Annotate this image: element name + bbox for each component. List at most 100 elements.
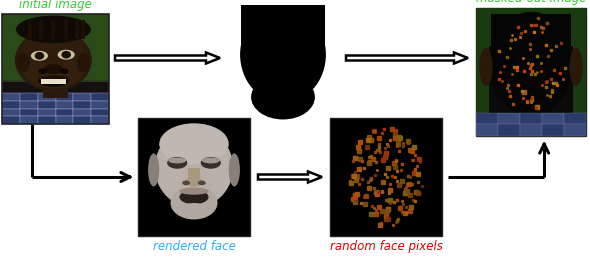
Text: rendered face: rendered face (153, 240, 235, 253)
Bar (28, 20, 32, 39)
Bar (542, 124, 564, 136)
Bar (498, 113, 520, 124)
FancyArrow shape (115, 52, 220, 63)
FancyArrow shape (346, 52, 468, 63)
Ellipse shape (38, 76, 68, 87)
Ellipse shape (168, 158, 186, 163)
Ellipse shape (206, 157, 231, 192)
Bar (491, 14, 571, 78)
Ellipse shape (38, 68, 47, 74)
Ellipse shape (182, 181, 190, 185)
Text: random face pixels: random face pixels (330, 240, 442, 253)
Ellipse shape (77, 52, 90, 72)
Bar (38, 109, 55, 116)
Bar (42, 80, 68, 98)
Bar (41, 79, 66, 84)
Bar (241, 5, 325, 58)
Bar (2, 14, 109, 80)
Bar (20, 101, 38, 109)
Ellipse shape (201, 157, 221, 169)
Ellipse shape (159, 123, 229, 165)
Text: initial image: initial image (19, 0, 92, 11)
Text: dilated mask of
the inner face: dilated mask of the inner face (237, 0, 329, 3)
Ellipse shape (167, 157, 187, 169)
Bar (20, 93, 38, 101)
Bar (91, 101, 109, 109)
Ellipse shape (479, 48, 493, 86)
Bar (476, 8, 489, 136)
Ellipse shape (16, 16, 91, 43)
Bar (2, 116, 20, 124)
Bar (81, 20, 86, 39)
FancyArrow shape (258, 172, 322, 182)
Text: masked-out image: masked-out image (476, 0, 586, 5)
Bar (38, 116, 55, 124)
Bar (20, 109, 38, 116)
Ellipse shape (198, 181, 206, 185)
Bar (476, 8, 586, 46)
Ellipse shape (171, 187, 218, 220)
Ellipse shape (155, 127, 233, 208)
Ellipse shape (183, 203, 205, 212)
Bar (73, 109, 91, 116)
Ellipse shape (35, 52, 44, 60)
Ellipse shape (60, 68, 68, 74)
Ellipse shape (240, 6, 326, 103)
Bar (55, 109, 73, 116)
Ellipse shape (229, 154, 240, 187)
Bar (520, 113, 542, 124)
Bar (38, 20, 42, 39)
Ellipse shape (24, 27, 83, 62)
Ellipse shape (17, 52, 30, 72)
Bar (73, 93, 91, 101)
Ellipse shape (157, 157, 182, 192)
Ellipse shape (15, 29, 92, 91)
Bar (564, 124, 586, 136)
Ellipse shape (179, 188, 208, 195)
Bar (20, 116, 38, 124)
Ellipse shape (569, 48, 583, 86)
Bar (91, 109, 109, 116)
Bar (330, 118, 442, 236)
Bar (55, 101, 73, 109)
Bar (2, 14, 109, 124)
Bar (138, 118, 250, 236)
Bar (476, 113, 498, 124)
Bar (73, 116, 91, 124)
Ellipse shape (148, 154, 159, 187)
Bar (38, 93, 55, 101)
Ellipse shape (251, 75, 315, 119)
Bar (55, 116, 73, 124)
Bar (498, 124, 520, 136)
Ellipse shape (490, 12, 572, 117)
Ellipse shape (44, 64, 63, 74)
Bar (573, 8, 586, 136)
Bar (38, 101, 55, 109)
Ellipse shape (58, 50, 75, 60)
Ellipse shape (202, 158, 219, 163)
Bar (564, 113, 586, 124)
Bar (2, 101, 20, 109)
Ellipse shape (61, 51, 71, 59)
Bar (476, 8, 586, 136)
Bar (2, 109, 20, 116)
Bar (2, 82, 109, 124)
Bar (55, 93, 73, 101)
Bar (75, 20, 79, 39)
Ellipse shape (179, 190, 208, 204)
Bar (520, 124, 542, 136)
Bar (73, 101, 91, 109)
Ellipse shape (185, 177, 203, 187)
Bar (542, 113, 564, 124)
Bar (51, 20, 55, 39)
Ellipse shape (38, 76, 68, 81)
Bar (188, 167, 199, 184)
Bar (2, 93, 20, 101)
Bar (2, 14, 109, 124)
Ellipse shape (20, 36, 87, 89)
Bar (476, 124, 498, 136)
Bar (91, 93, 109, 101)
Ellipse shape (31, 51, 48, 61)
Bar (64, 20, 68, 39)
Bar (91, 116, 109, 124)
